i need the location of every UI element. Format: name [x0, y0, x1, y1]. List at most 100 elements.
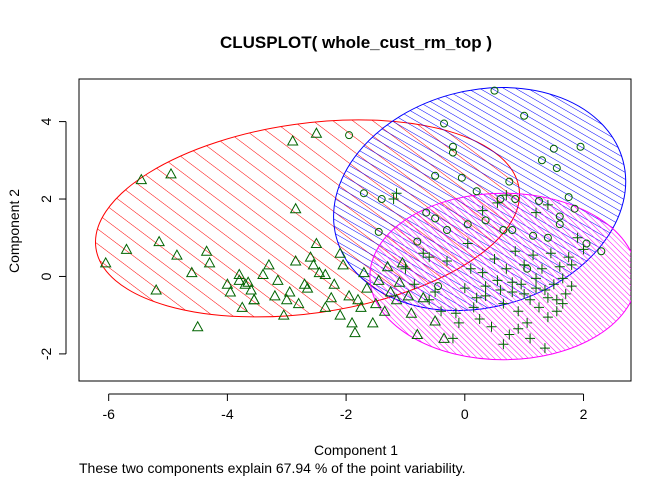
data-point-cluster-1: [165, 167, 177, 179]
data-point-cluster-1: [411, 328, 424, 340]
data-point-cluster-2: [457, 173, 466, 182]
data-point-cluster-1: [200, 245, 213, 256]
data-point-cluster-2: [413, 237, 422, 246]
data-point-cluster-1: [361, 282, 373, 293]
data-point-cluster-3: [459, 283, 470, 294]
data-point-cluster-1: [277, 309, 290, 320]
data-point-cluster-3: [477, 267, 488, 278]
data-point-cluster-2: [377, 195, 386, 204]
data-point-cluster-1: [366, 316, 379, 328]
data-point-cluster-3: [409, 279, 420, 290]
data-point-cluster-3: [391, 188, 402, 199]
data-point-cluster-1: [236, 301, 249, 312]
data-point-cluster-3: [513, 306, 524, 317]
data-point-cluster-2: [374, 227, 383, 236]
x-axis-label: Component 1: [314, 442, 398, 458]
data-point-cluster-3: [522, 317, 533, 328]
data-point-cluster-3: [492, 197, 503, 208]
data-point-cluster-2: [576, 142, 585, 151]
data-point-cluster-2: [434, 282, 443, 291]
data-point-cluster-1: [396, 256, 409, 268]
data-point-cluster-1: [280, 293, 293, 305]
data-point-cluster-1: [352, 293, 364, 305]
data-point-cluster-3: [501, 263, 512, 274]
data-point-cluster-1: [153, 235, 165, 247]
data-point-cluster-1: [405, 307, 418, 318]
data-point-cluster-3: [442, 255, 452, 266]
data-point-cluster-2: [520, 111, 529, 120]
data-point-cluster-1: [417, 291, 430, 303]
data-point-cluster-2: [345, 131, 354, 140]
data-point-cluster-3: [418, 248, 429, 259]
data-point-cluster-3: [551, 294, 562, 305]
x-axis: -6 -4 -2 0 2: [102, 393, 588, 422]
x-tick-label: -2: [340, 406, 353, 422]
data-point-cluster-3: [489, 254, 500, 265]
data-point-cluster-2: [570, 204, 579, 213]
data-point-cluster-2: [543, 233, 552, 242]
data-point-cluster-1: [304, 251, 317, 262]
data-point-cluster-1: [355, 301, 367, 312]
data-point-cluster-2: [490, 86, 499, 95]
data-point-cluster-3: [545, 248, 556, 259]
data-point-cluster-1: [224, 285, 237, 297]
data-point-cluster-1: [135, 173, 148, 185]
data-point-cluster-2: [440, 119, 449, 128]
data-point-cluster-3: [525, 333, 536, 344]
data-point-cluster-1: [384, 285, 397, 297]
data-point-cluster-3: [566, 259, 577, 270]
y-axis: -2 0 2 4: [38, 117, 67, 360]
data-point-cluster-1: [289, 202, 302, 214]
data-point-cluster-3: [495, 285, 506, 296]
data-point-cluster-3: [388, 194, 399, 205]
data-point-cluster-3: [430, 286, 441, 297]
data-point-cluster-1: [221, 278, 234, 289]
data-point-cluster-1: [390, 293, 403, 305]
data-point-cluster-1: [185, 266, 198, 278]
data-point-cluster-3: [539, 285, 550, 296]
data-point-cluster-3: [557, 273, 568, 284]
data-point-cluster-1: [438, 332, 450, 343]
data-point-cluster-3: [560, 288, 571, 299]
data-point-cluster-3: [539, 343, 550, 354]
data-point-cluster-3: [436, 306, 447, 317]
data-point-cluster-1: [171, 249, 183, 260]
data-point-cluster-1: [289, 254, 302, 266]
data-point-cluster-2: [511, 195, 520, 204]
data-point-cluster-2: [537, 156, 546, 165]
data-point-cluster-3: [424, 294, 435, 305]
data-point-cluster-3: [572, 232, 583, 243]
data-point-cluster-1: [369, 297, 382, 309]
data-point-cluster-1: [307, 258, 320, 270]
y-axis-label: Component 2: [6, 189, 22, 273]
data-point-cluster-3: [578, 244, 589, 255]
data-point-cluster-3: [542, 312, 553, 323]
data-point-cluster-3: [519, 259, 530, 270]
data-point-cluster-1: [269, 289, 281, 301]
data-point-cluster-1: [203, 256, 216, 268]
data-point-cluster-1: [319, 268, 332, 280]
data-point-cluster-1: [233, 268, 246, 280]
data-point-cluster-1: [313, 266, 326, 278]
data-point-cluster-3: [424, 252, 435, 263]
data-point-cluster-3: [542, 199, 553, 210]
data-point-cluster-3: [536, 263, 547, 274]
data-point-cluster-3: [528, 250, 539, 261]
x-tick-label: 2: [580, 406, 588, 422]
data-point-cluster-3: [465, 263, 476, 274]
data-point-cluster-3: [453, 317, 464, 328]
data-point-cluster-1: [120, 243, 133, 254]
data-point-cluster-3: [492, 275, 503, 286]
data-point-cluster-1: [334, 309, 347, 320]
data-point-cluster-1: [292, 297, 305, 309]
data-point-cluster-1: [263, 258, 275, 270]
data-point-cluster-2: [535, 196, 543, 205]
data-point-cluster-3: [531, 273, 542, 284]
data-point-cluster-2: [597, 247, 606, 256]
data-point-cluster-3: [450, 308, 461, 319]
data-point-cluster-1: [372, 274, 385, 285]
data-point-cluster-1: [99, 256, 112, 268]
data-point-cluster-1: [358, 266, 370, 278]
data-point-cluster-1: [378, 305, 391, 316]
